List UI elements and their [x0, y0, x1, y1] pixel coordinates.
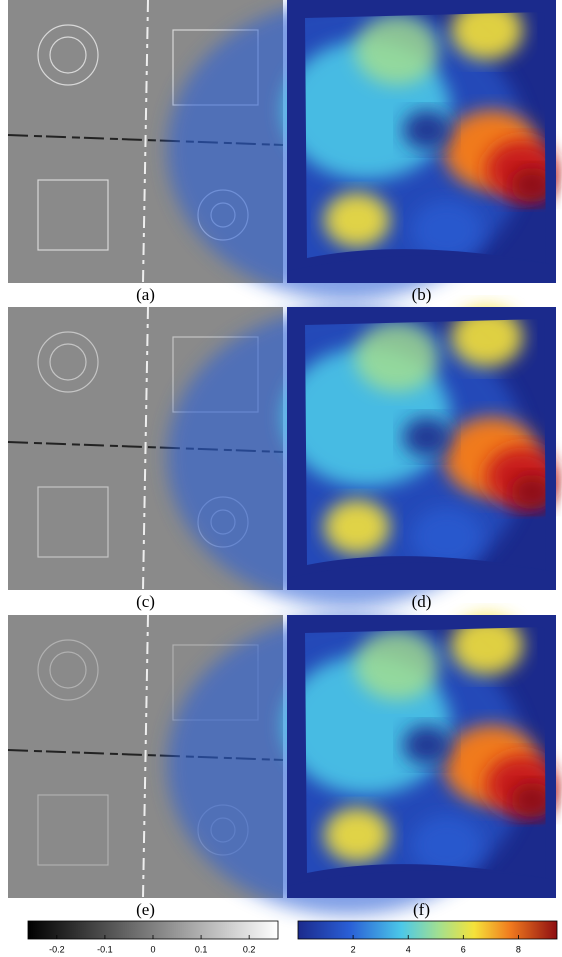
panel-label: (b): [412, 285, 432, 304]
panel-image: [167, 307, 558, 607]
figure: (a) (b) (c) (d) (e) (f) -0.2 -0.1 0 0.1 0.2 2 4 6 8: [0, 0, 562, 957]
panel-image: [167, 0, 558, 300]
panel-label: (c): [136, 592, 155, 611]
heat-blob: [403, 110, 451, 150]
panel-label: (d): [412, 592, 432, 611]
panel-image: [167, 615, 558, 915]
colorbar-tick-label: 2: [351, 944, 356, 954]
panel-label: (a): [136, 285, 155, 304]
colorbar-tick-label: 8: [516, 944, 521, 954]
panels: (a) (b) (c) (d) (e) (f): [8, 0, 558, 919]
heat-blob: [324, 500, 390, 555]
heat-blob: [324, 193, 390, 248]
panel-label: (e): [136, 900, 155, 919]
colorbar-tick-label: 0.1: [195, 944, 208, 954]
colorbar-tick-label: -0.2: [49, 944, 65, 954]
colorbar-tick-label: 4: [406, 944, 411, 954]
heat-blob: [403, 725, 451, 765]
colorbar-tick-label: 0.2: [243, 944, 256, 954]
heat-blob: [355, 15, 439, 85]
colorbar-tick-label: 6: [461, 944, 466, 954]
heat-blob: [355, 630, 439, 700]
heat-blob: [324, 808, 390, 863]
panel-label: (f): [413, 900, 430, 919]
heat-blob: [355, 322, 439, 392]
colorbar-tick-label: 0: [150, 944, 155, 954]
colorbar-tick-label: -0.1: [97, 944, 113, 954]
heat-blob: [403, 417, 451, 457]
colorbars: -0.2 -0.1 0 0.1 0.2 2 4 6 8: [28, 921, 557, 954]
